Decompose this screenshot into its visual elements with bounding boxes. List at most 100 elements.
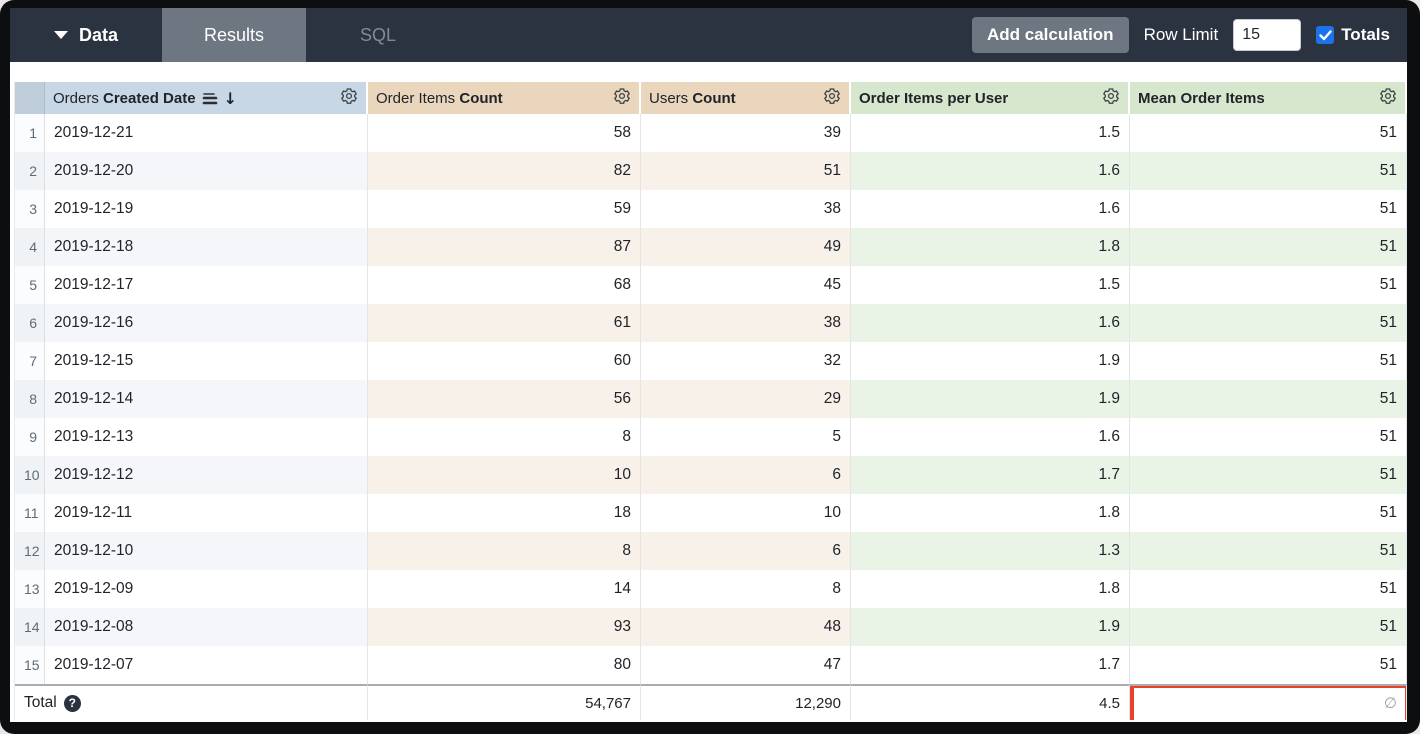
- cell-order-items-per-user[interactable]: 1.7: [851, 456, 1130, 494]
- column-header-order-items-per-user[interactable]: Order Items per User: [851, 82, 1130, 114]
- cell-mean-order-items[interactable]: 51: [1130, 532, 1407, 570]
- cell-orders-created-date[interactable]: 2019-12-15: [45, 342, 368, 380]
- cell-order-items-count[interactable]: 14: [368, 570, 641, 608]
- cell-users-count[interactable]: 8: [641, 570, 851, 608]
- cell-orders-created-date[interactable]: 2019-12-13: [45, 418, 368, 456]
- cell-orders-created-date[interactable]: 2019-12-18: [45, 228, 368, 266]
- cell-mean-order-items[interactable]: 51: [1130, 456, 1407, 494]
- cell-order-items-count[interactable]: 80: [368, 646, 641, 684]
- totals-checkbox[interactable]: [1316, 26, 1335, 44]
- data-section-toggle[interactable]: Data: [10, 8, 162, 62]
- cell-order-items-per-user[interactable]: 1.8: [851, 570, 1130, 608]
- cell-order-items-count[interactable]: 8: [368, 532, 641, 570]
- cell-order-items-per-user[interactable]: 1.9: [851, 608, 1130, 646]
- column-header-mean-order-items[interactable]: Mean Order Items: [1130, 82, 1407, 114]
- cell-users-count[interactable]: 39: [641, 114, 851, 152]
- cell-users-count[interactable]: 5: [641, 418, 851, 456]
- cell-order-items-per-user[interactable]: 1.3: [851, 532, 1130, 570]
- cell-order-items-count[interactable]: 59: [368, 190, 641, 228]
- help-icon[interactable]: ?: [63, 694, 81, 712]
- cell-users-count[interactable]: 32: [641, 342, 851, 380]
- gear-icon[interactable]: [613, 87, 631, 109]
- cell-order-items-per-user[interactable]: 1.5: [851, 266, 1130, 304]
- cell-mean-order-items[interactable]: 51: [1130, 190, 1407, 228]
- cell-users-count[interactable]: 49: [641, 228, 851, 266]
- cell-order-items-per-user[interactable]: 1.9: [851, 342, 1130, 380]
- gear-icon[interactable]: [823, 87, 841, 109]
- column-header-order-items-count[interactable]: Order Items Count: [368, 82, 641, 114]
- cell-users-count[interactable]: 29: [641, 380, 851, 418]
- cell-order-items-count[interactable]: 58: [368, 114, 641, 152]
- cell-mean-order-items[interactable]: 51: [1130, 266, 1407, 304]
- cell-order-items-per-user[interactable]: 1.7: [851, 646, 1130, 684]
- cell-orders-created-date[interactable]: 2019-12-12: [45, 456, 368, 494]
- cell-order-items-per-user[interactable]: 1.6: [851, 152, 1130, 190]
- cell-users-count[interactable]: 6: [641, 456, 851, 494]
- cell-order-items-per-user[interactable]: 1.6: [851, 418, 1130, 456]
- cell-orders-created-date[interactable]: 2019-12-20: [45, 152, 368, 190]
- cell-order-items-per-user[interactable]: 1.5: [851, 114, 1130, 152]
- cell-mean-order-items[interactable]: 51: [1130, 570, 1407, 608]
- cell-order-items-count[interactable]: 68: [368, 266, 641, 304]
- gear-icon[interactable]: [340, 87, 358, 109]
- cell-users-count[interactable]: 6: [641, 532, 851, 570]
- cell-orders-created-date[interactable]: 2019-12-19: [45, 190, 368, 228]
- cell-mean-order-items[interactable]: 51: [1130, 228, 1407, 266]
- column-header-users-count[interactable]: Users Count: [641, 82, 851, 114]
- add-calculation-button[interactable]: Add calculation: [971, 17, 1129, 53]
- cell-users-count[interactable]: 45: [641, 266, 851, 304]
- cell-order-items-per-user[interactable]: 1.8: [851, 494, 1130, 532]
- row-limit-input[interactable]: [1233, 19, 1302, 51]
- cell-order-items-count[interactable]: 93: [368, 608, 641, 646]
- cell-mean-order-items[interactable]: 51: [1130, 342, 1407, 380]
- tab-sql[interactable]: SQL: [306, 8, 450, 62]
- cell-orders-created-date[interactable]: 2019-12-09: [45, 570, 368, 608]
- cell-order-items-count[interactable]: 56: [368, 380, 641, 418]
- cell-users-count[interactable]: 51: [641, 152, 851, 190]
- cell-order-items-count[interactable]: 10: [368, 456, 641, 494]
- cell-mean-order-items[interactable]: 51: [1130, 494, 1407, 532]
- cell-users-count[interactable]: 10: [641, 494, 851, 532]
- cell-orders-created-date[interactable]: 2019-12-10: [45, 532, 368, 570]
- cell-mean-order-items[interactable]: 51: [1130, 380, 1407, 418]
- cell-orders-created-date[interactable]: 2019-12-07: [45, 646, 368, 684]
- cell-order-items-count[interactable]: 8: [368, 418, 641, 456]
- cell-mean-order-items[interactable]: 51: [1130, 608, 1407, 646]
- cell-order-items-per-user[interactable]: 1.9: [851, 380, 1130, 418]
- row-number: 7: [15, 342, 45, 380]
- gear-icon[interactable]: [1379, 87, 1397, 109]
- cell-mean-order-items[interactable]: 51: [1130, 418, 1407, 456]
- column-header-orders-created-date[interactable]: Orders Created Date ↓: [45, 82, 368, 114]
- cell-orders-created-date[interactable]: 2019-12-11: [45, 494, 368, 532]
- cell-order-items-per-user[interactable]: 1.6: [851, 190, 1130, 228]
- cell-users-count[interactable]: 38: [641, 190, 851, 228]
- table-row: 4 2019-12-18 87 49 1.8 51: [15, 228, 1407, 266]
- cell-users-count[interactable]: 48: [641, 608, 851, 646]
- results-table: Orders Created Date ↓ Order Items Count: [14, 82, 1407, 720]
- cell-users-count[interactable]: 47: [641, 646, 851, 684]
- cell-order-items-count[interactable]: 60: [368, 342, 641, 380]
- cell-orders-created-date[interactable]: 2019-12-16: [45, 304, 368, 342]
- cell-orders-created-date[interactable]: 2019-12-14: [45, 380, 368, 418]
- cell-order-items-count[interactable]: 87: [368, 228, 641, 266]
- gear-icon[interactable]: [1102, 87, 1120, 109]
- caret-down-icon: [53, 31, 68, 39]
- totals-label: Totals: [1341, 25, 1390, 44]
- cell-order-items-per-user[interactable]: 1.8: [851, 228, 1130, 266]
- cell-mean-order-items[interactable]: 51: [1130, 646, 1407, 684]
- cell-mean-order-items[interactable]: 51: [1130, 152, 1407, 190]
- cell-users-count[interactable]: 38: [641, 304, 851, 342]
- row-number: 13: [15, 570, 45, 608]
- tab-results[interactable]: Results: [162, 8, 306, 62]
- cell-order-items-per-user[interactable]: 1.6: [851, 304, 1130, 342]
- cell-order-items-count[interactable]: 82: [368, 152, 641, 190]
- cell-mean-order-items[interactable]: 51: [1130, 304, 1407, 342]
- cell-order-items-count[interactable]: 61: [368, 304, 641, 342]
- header-row: Orders Created Date ↓ Order Items Count: [15, 82, 1407, 114]
- explore-panel: Data Results SQL Add calculation Row Lim…: [10, 8, 1407, 722]
- cell-order-items-count[interactable]: 18: [368, 494, 641, 532]
- cell-mean-order-items[interactable]: 51: [1130, 114, 1407, 152]
- cell-orders-created-date[interactable]: 2019-12-08: [45, 608, 368, 646]
- cell-orders-created-date[interactable]: 2019-12-17: [45, 266, 368, 304]
- cell-orders-created-date[interactable]: 2019-12-21: [45, 114, 368, 152]
